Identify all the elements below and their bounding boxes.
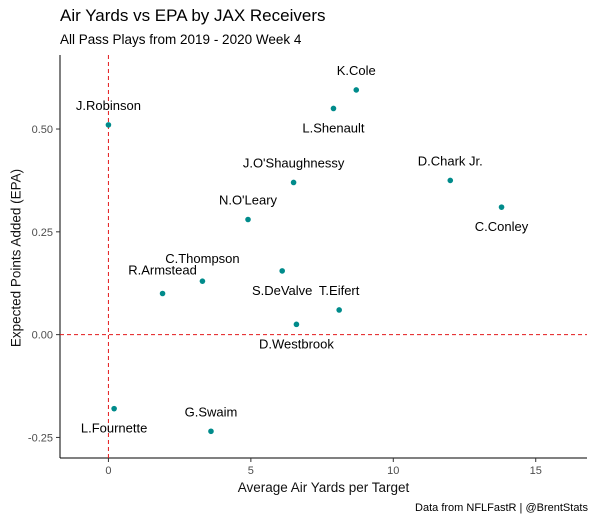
data-point <box>330 105 337 112</box>
y-tick-label: -0.25 <box>28 432 53 444</box>
point-labels: K.Cole L.Shenault J.Robinson J.O'Shaughness… <box>76 63 529 436</box>
data-point <box>279 268 285 274</box>
data-point <box>293 321 300 328</box>
point-label: C.Thompson <box>165 251 239 266</box>
point-label: L.Fournette <box>81 421 148 436</box>
y-axis-label: Expected Points Added (EPA) <box>8 168 24 348</box>
data-point <box>353 87 360 93</box>
point-label: T.Eifert <box>319 283 360 298</box>
data-point <box>290 179 297 186</box>
point-label: J.O'Shaughnessy <box>243 155 345 170</box>
chart-caption: Data from NFLFastR | @BrentStats <box>415 502 588 514</box>
x-tick-label: 0 <box>105 465 111 477</box>
point-label: J.Robinson <box>76 98 141 113</box>
reference-lines <box>60 55 587 458</box>
data-point <box>208 428 214 435</box>
y-tick-label: 0.50 <box>32 124 53 136</box>
data-point <box>105 122 112 128</box>
data-point <box>245 216 251 223</box>
point-label: R.Armstead <box>128 263 197 278</box>
data-point <box>199 278 206 284</box>
point-label: G.Swaim <box>185 404 238 419</box>
x-tick-label: 15 <box>530 465 542 477</box>
x-axis-label: Average Air Yards per Target <box>237 480 410 495</box>
data-points <box>105 87 505 435</box>
point-label: K.Cole <box>337 63 376 78</box>
data-point <box>447 177 454 184</box>
point-label: N.O'Leary <box>219 192 278 207</box>
axes: 0 5 10 15 -0.25 0.00 0.25 0.50 <box>28 55 587 477</box>
data-point <box>336 307 342 313</box>
x-tick-label: 10 <box>387 465 399 477</box>
x-tick-label: 5 <box>248 465 254 477</box>
data-point <box>498 204 505 210</box>
point-label: D.Westbrook <box>259 336 334 351</box>
point-label: S.DeValve <box>252 283 312 298</box>
point-label: C.Conley <box>475 219 529 234</box>
y-tick-label: 0.25 <box>32 227 53 239</box>
point-label: L.Shenault <box>302 120 365 135</box>
data-point <box>111 405 117 412</box>
data-point <box>159 290 166 297</box>
chart-title: Air Yards vs EPA by JAX Receivers <box>60 6 326 25</box>
y-tick-label: 0.00 <box>32 330 53 342</box>
point-label: D.Chark Jr. <box>418 153 483 168</box>
chart-subtitle: All Pass Plays from 2019 - 2020 Week 4 <box>60 32 302 47</box>
